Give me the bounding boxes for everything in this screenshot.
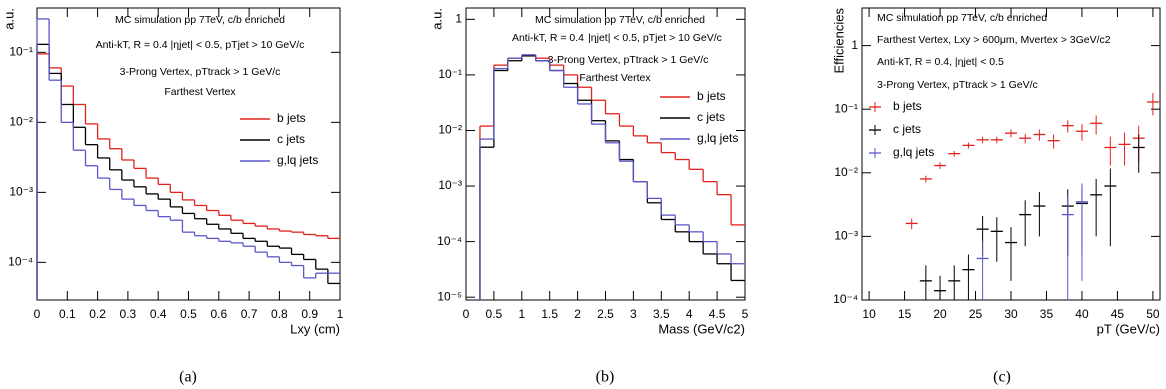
x-tick-label: 0.7 bbox=[241, 307, 258, 321]
x-axis-label: pT (GeV/c) bbox=[1097, 321, 1160, 336]
plot-frame bbox=[861, 7, 1161, 301]
y-tick-label: 10⁻³ bbox=[438, 178, 462, 192]
x-tick-label: 0 bbox=[463, 307, 470, 321]
x-tick-label: 5 bbox=[742, 307, 749, 321]
annotation: Anti-kT, R = 0.4 |ηjet| < 0.5, pTjet > 1… bbox=[96, 39, 305, 51]
legend-label: b jets bbox=[893, 99, 922, 113]
legend-label: g,lq jets bbox=[277, 153, 318, 167]
annotation: Farthest Vertex bbox=[579, 72, 651, 84]
x-axis-label: Mass (GeV/c2) bbox=[658, 321, 745, 336]
annotation: 3-Prong Vertex, pTtrack > 1 GeV/c bbox=[548, 54, 709, 66]
annotation: MC simulation pp 7TeV, c/b enriched bbox=[877, 12, 1047, 24]
x-tick-label: 10 bbox=[862, 307, 876, 321]
x-tick-label: 0.1 bbox=[59, 307, 76, 321]
annotation: MC simulation pp 7TeV, c/b enriched bbox=[535, 14, 705, 26]
plot-frame bbox=[465, 7, 746, 301]
x-tick-label: 30 bbox=[1004, 307, 1018, 321]
annotation: Farthest Vertex, Lxy > 600μm, Mvertex > … bbox=[877, 34, 1111, 46]
x-tick-label: 3.5 bbox=[653, 307, 670, 321]
x-tick-label: 0.4 bbox=[150, 307, 167, 321]
y-tick-label: 10⁻¹ bbox=[438, 67, 462, 81]
x-tick-label: 0.6 bbox=[210, 307, 227, 321]
legend-label: b jets bbox=[277, 111, 306, 125]
annotation: Anti-kT, R = 0.4 bbox=[512, 32, 584, 44]
y-tick-label: 10⁻⁴ bbox=[833, 292, 858, 306]
x-tick-label: 1 bbox=[337, 307, 344, 321]
annotation: 3-Prong Vertex, pTtrack > 1 GeV/c bbox=[120, 66, 281, 78]
y-tick-label: 10⁻² bbox=[9, 115, 33, 129]
legend-label: c jets bbox=[277, 132, 305, 146]
y-tick-label: 10⁻¹ bbox=[9, 45, 33, 59]
y-axis-label: a.u. bbox=[429, 8, 444, 30]
y-tick-label: 10⁻² bbox=[834, 165, 858, 179]
x-tick-label: 0.5 bbox=[180, 307, 197, 321]
x-tick-label: 50 bbox=[1146, 307, 1160, 321]
x-tick-label: 0.3 bbox=[120, 307, 137, 321]
legend-label: g,lq jets bbox=[893, 145, 934, 159]
y-tick-label: 1 bbox=[851, 38, 858, 52]
y-tick-label: 1 bbox=[455, 12, 462, 26]
x-tick-label: 40 bbox=[1075, 307, 1089, 321]
y-axis-label: Efficiencies bbox=[831, 8, 846, 74]
annotation: Farthest Vertex bbox=[164, 86, 236, 98]
y-axis-label: a.u. bbox=[1, 8, 16, 30]
annotation: |ηjet| < 0.5, pTjet > 10 GeV/c bbox=[588, 32, 722, 44]
x-axis-label: Lxy (cm) bbox=[290, 321, 340, 336]
legend-label: g,lq jets bbox=[697, 131, 738, 145]
x-tick-label: 2.5 bbox=[597, 307, 614, 321]
legend-label: c jets bbox=[697, 110, 725, 124]
x-tick-label: 2 bbox=[574, 307, 581, 321]
y-tick-label: 10⁻³ bbox=[834, 229, 858, 243]
x-tick-label: 15 bbox=[898, 307, 912, 321]
y-tick-label: 10⁻¹ bbox=[834, 101, 858, 115]
legend-label: b jets bbox=[697, 89, 726, 103]
x-tick-label: 0 bbox=[34, 307, 41, 321]
x-tick-label: 35 bbox=[1040, 307, 1054, 321]
x-tick-label: 1 bbox=[518, 307, 525, 321]
y-tick-label: 10⁻⁵ bbox=[437, 289, 462, 303]
x-tick-label: 0.2 bbox=[89, 307, 106, 321]
x-tick-label: 45 bbox=[1111, 307, 1125, 321]
x-tick-label: 0.5 bbox=[486, 307, 503, 321]
annotation: Anti-kT, R = 0.4, |ηjet| < 0.5 bbox=[877, 56, 1004, 68]
x-tick-label: 4 bbox=[686, 307, 693, 321]
y-tick-label: 10⁻² bbox=[438, 123, 462, 137]
annotation: MC simulation pp 7TeV, c/b enriched bbox=[115, 14, 285, 26]
x-tick-label: 3 bbox=[630, 307, 637, 321]
caption: (a) bbox=[179, 369, 197, 386]
legend-label: c jets bbox=[893, 122, 921, 136]
x-tick-label: 4.5 bbox=[709, 307, 726, 321]
caption: (c) bbox=[993, 369, 1011, 386]
x-tick-label: 1.5 bbox=[541, 307, 558, 321]
caption: (b) bbox=[596, 369, 615, 386]
x-tick-label: 0.9 bbox=[301, 307, 318, 321]
x-tick-label: 0.8 bbox=[271, 307, 288, 321]
x-tick-label: 25 bbox=[969, 307, 983, 321]
y-tick-label: 10⁻⁴ bbox=[437, 234, 462, 248]
x-tick-label: 20 bbox=[933, 307, 947, 321]
y-tick-label: 10⁻³ bbox=[9, 185, 33, 199]
y-tick-label: 10⁻⁴ bbox=[8, 255, 33, 269]
annotation: 3-Prong Vertex, pTtrack > 1 GeV/c bbox=[877, 79, 1038, 91]
